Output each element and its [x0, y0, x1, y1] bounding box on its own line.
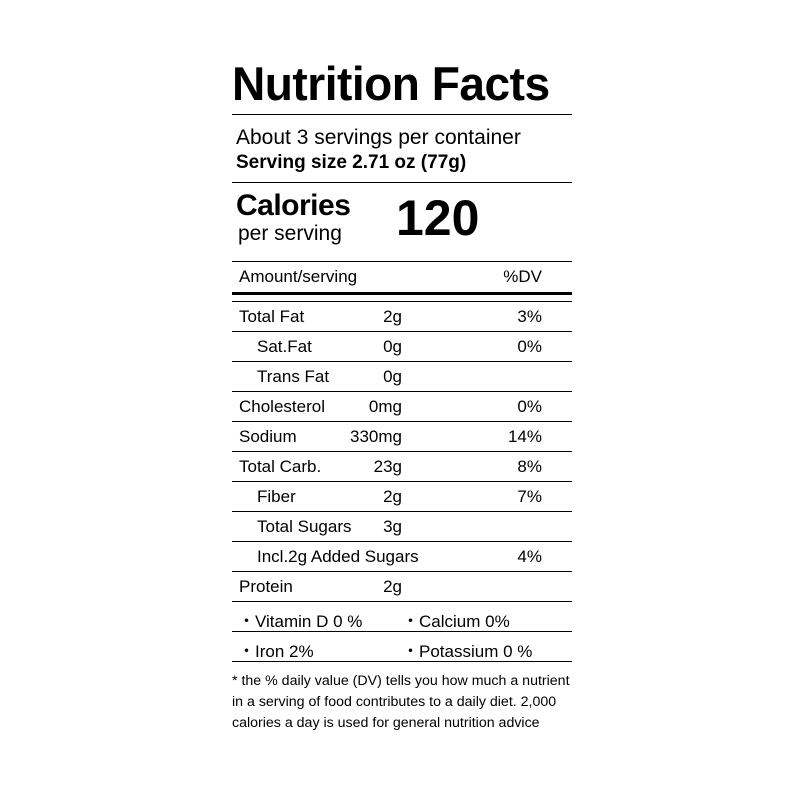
calories-value: 120 [396, 190, 480, 246]
header-thick-divider [232, 292, 572, 295]
nutrient-dv: 0% [517, 397, 542, 416]
dv-header-label: %DV [503, 267, 542, 286]
nutrient-row: Incl.2g Added Sugars 4% [232, 541, 572, 571]
calories-label: Calories [236, 189, 351, 222]
serving-divider [232, 182, 572, 183]
vitamin-item: ・Vitamin D 0 % [238, 612, 363, 631]
footnote: * the % daily value (DV) tells you how m… [232, 673, 570, 731]
nutrient-row: Total Sugars 3g [232, 511, 572, 541]
nutrient-name: Incl.2g Added Sugars [257, 547, 419, 566]
nutrient-dv: 4% [517, 547, 542, 566]
nutrient-amount: 330mg [350, 427, 402, 446]
nutrient-name: Total Carb. [239, 457, 322, 476]
vitamin-item: ・Calcium 0% [402, 612, 510, 631]
vitamin-item: ・Potassium 0 % [402, 642, 533, 661]
servings-per-container: About 3 servings per container [236, 126, 521, 149]
amount-header: Amount/serving %DV [232, 262, 572, 292]
nutrient-dv: 3% [517, 307, 542, 326]
nutrient-name: Fiber [257, 487, 296, 506]
amount-header-label: Amount/serving [239, 267, 358, 286]
vitamin-row: ・Iron 2% ・Potassium 0 % [232, 631, 572, 661]
nutrient-amount: 2g [383, 307, 402, 326]
vitamin-bottom-divider [232, 661, 572, 662]
calories-block: Calories per serving 120 [232, 183, 572, 261]
nutrient-row: Trans Fat 0g [232, 361, 572, 391]
nutrient-row: Sodium 330mg 14% [232, 421, 572, 451]
nutrient-dv: 8% [517, 457, 542, 476]
nutrition-label: Nutrition Facts About 3 servings per con… [232, 58, 572, 734]
nutrient-amount: 3g [383, 517, 402, 536]
vitamin-table: ・Vitamin D 0 % ・Calcium 0% ・Iron 2% ・Potass… [232, 601, 572, 661]
vitamin-row: ・Vitamin D 0 % ・Calcium 0% [232, 601, 572, 631]
nutrient-name: Trans Fat [257, 367, 330, 386]
nutrient-name: Total Fat [239, 307, 305, 326]
nutrient-amount: 2g [383, 577, 402, 596]
nutrient-row: Total Fat 2g 3% [232, 301, 572, 331]
vitamin-item: ・Iron 2% [238, 642, 314, 661]
calories-divider [232, 261, 572, 262]
serving-size: Serving size 2.71 oz (77g) [236, 152, 467, 173]
nutrient-amount: 0mg [368, 397, 402, 416]
nutrient-amount: 2g [383, 487, 402, 506]
nutrient-name: Sat.Fat [257, 337, 312, 356]
title-divider [232, 114, 572, 115]
nutrient-amount: 0g [383, 337, 402, 356]
nutrient-table: Total Fat 2g 3% Sat.Fat 0g 0% Trans Fat 0g Chole… [232, 301, 572, 601]
nutrient-row: Protein 2g [232, 571, 572, 601]
label-title: Nutrition Facts [232, 57, 550, 110]
nutrient-name: Total Sugars [257, 517, 352, 536]
nutrient-amount: 23g [373, 457, 402, 476]
nutrient-name: Cholesterol [239, 397, 325, 416]
nutrient-amount: 0g [383, 367, 402, 386]
nutrient-row: Sat.Fat 0g 0% [232, 331, 572, 361]
nutrient-row: Total Carb. 23g 8% [232, 451, 572, 481]
nutrient-row: Cholesterol 0mg 0% [232, 391, 572, 421]
nutrient-row: Fiber 2g 7% [232, 481, 572, 511]
calories-sublabel: per serving [238, 222, 342, 245]
nutrient-dv: 14% [507, 427, 542, 446]
nutrient-name: Sodium [239, 427, 297, 446]
nutrient-dv: 7% [517, 487, 542, 506]
nutrient-name: Protein [239, 577, 293, 596]
nutrient-dv: 0% [517, 337, 542, 356]
